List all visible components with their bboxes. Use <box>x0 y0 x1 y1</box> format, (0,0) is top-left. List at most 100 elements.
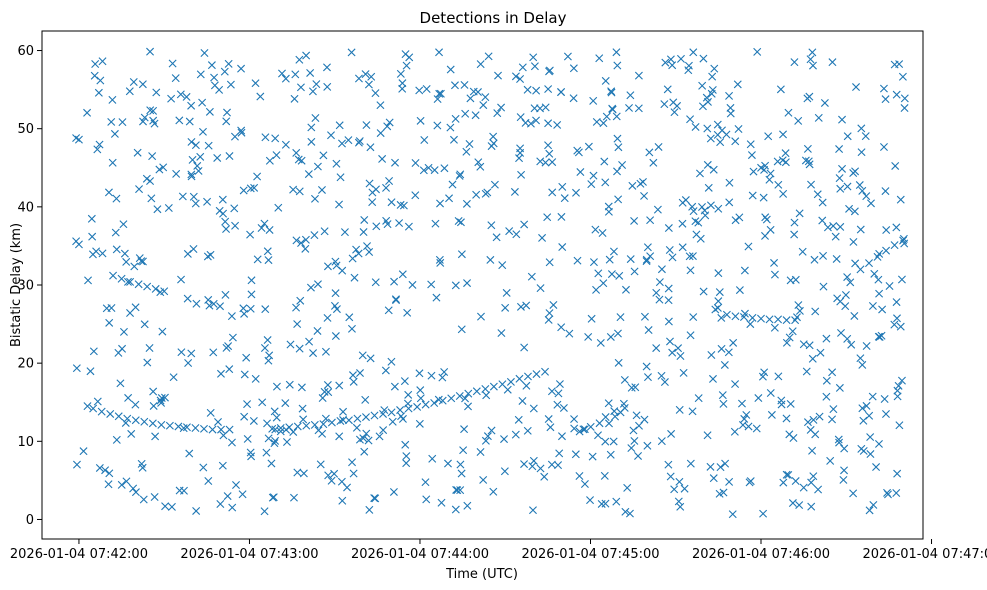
detection-point <box>210 73 219 82</box>
detection-point <box>104 188 113 197</box>
track-point <box>421 400 430 409</box>
detection-point <box>809 415 818 424</box>
detection-point <box>597 499 606 508</box>
detection-point <box>569 94 578 103</box>
detection-point <box>462 199 471 208</box>
detection-point <box>460 80 469 89</box>
detection-point <box>385 118 394 127</box>
detection-point <box>719 399 728 408</box>
detection-point <box>874 275 883 284</box>
detection-point <box>293 320 302 329</box>
detection-point <box>654 142 663 151</box>
detection-point <box>544 85 553 94</box>
detection-point <box>466 94 475 103</box>
detection-point <box>349 469 358 478</box>
detection-point <box>546 423 555 432</box>
detection-point <box>129 484 138 493</box>
detection-point <box>285 380 294 389</box>
detection-point <box>348 254 357 263</box>
detection-point <box>337 139 346 148</box>
detection-point <box>749 167 758 176</box>
detection-point <box>446 123 455 132</box>
detection-point <box>161 502 170 511</box>
detection-point <box>332 261 341 270</box>
detection-point <box>735 213 744 222</box>
detection-point <box>538 233 547 242</box>
detection-point <box>457 469 466 478</box>
detection-point <box>620 403 629 412</box>
detection-point <box>759 509 768 518</box>
detection-point <box>150 119 159 128</box>
detection-point <box>304 170 313 179</box>
detection-point <box>479 475 488 484</box>
detection-point <box>655 295 664 304</box>
detection-point <box>432 293 441 302</box>
detection-point <box>527 272 536 281</box>
detection-point <box>725 178 734 187</box>
detection-point <box>105 318 114 327</box>
detection-point <box>179 486 188 495</box>
track-point <box>370 411 379 420</box>
detection-point <box>584 142 593 151</box>
track-point <box>882 246 891 255</box>
detection-point <box>398 270 407 279</box>
detection-point <box>895 421 904 430</box>
detection-point <box>715 288 724 297</box>
detection-point <box>89 347 98 356</box>
detection-point <box>415 86 424 95</box>
track-point <box>413 402 422 411</box>
track-point <box>217 425 226 434</box>
detection-point <box>580 480 589 488</box>
detection-point <box>94 88 103 97</box>
detection-point <box>416 116 425 125</box>
detection-point <box>808 48 817 57</box>
detection-point <box>523 85 532 94</box>
detection-point <box>674 344 683 353</box>
detection-point <box>686 115 695 124</box>
track-point <box>276 424 285 433</box>
data-points <box>72 47 909 519</box>
detection-point <box>857 444 866 453</box>
detection-point <box>653 205 662 214</box>
detection-point <box>107 304 116 313</box>
detection-point <box>310 194 319 203</box>
detection-point <box>740 266 749 275</box>
detection-point <box>368 188 377 197</box>
detection-point <box>686 331 695 340</box>
detection-point <box>489 487 498 496</box>
detection-point <box>139 495 148 504</box>
detection-point <box>160 393 169 402</box>
detection-point <box>681 196 690 205</box>
detection-point <box>786 399 795 408</box>
detection-point <box>791 275 800 284</box>
detection-point <box>176 90 185 99</box>
track-point <box>722 310 731 319</box>
detection-point <box>91 60 100 68</box>
detection-point <box>716 463 725 472</box>
detection-point <box>376 129 385 138</box>
detection-point <box>823 223 832 232</box>
detection-point <box>587 180 596 189</box>
detection-point <box>301 244 310 253</box>
detection-point <box>612 48 621 57</box>
detection-point <box>630 216 639 225</box>
track-point <box>404 404 413 413</box>
detection-point <box>799 340 808 349</box>
detection-point <box>378 154 387 163</box>
detection-point <box>150 493 159 501</box>
detection-point <box>214 417 222 426</box>
detection-point <box>296 296 305 305</box>
detection-point <box>858 404 867 413</box>
detection-point <box>392 296 400 305</box>
detection-point <box>790 58 799 67</box>
detection-point <box>457 250 466 259</box>
detection-point <box>580 425 589 434</box>
detection-point <box>240 412 249 421</box>
detection-point <box>198 98 207 107</box>
detection-point <box>782 414 791 423</box>
detection-point <box>679 368 688 377</box>
detection-point <box>865 411 874 420</box>
detection-point <box>803 144 812 153</box>
detection-point <box>881 410 890 418</box>
